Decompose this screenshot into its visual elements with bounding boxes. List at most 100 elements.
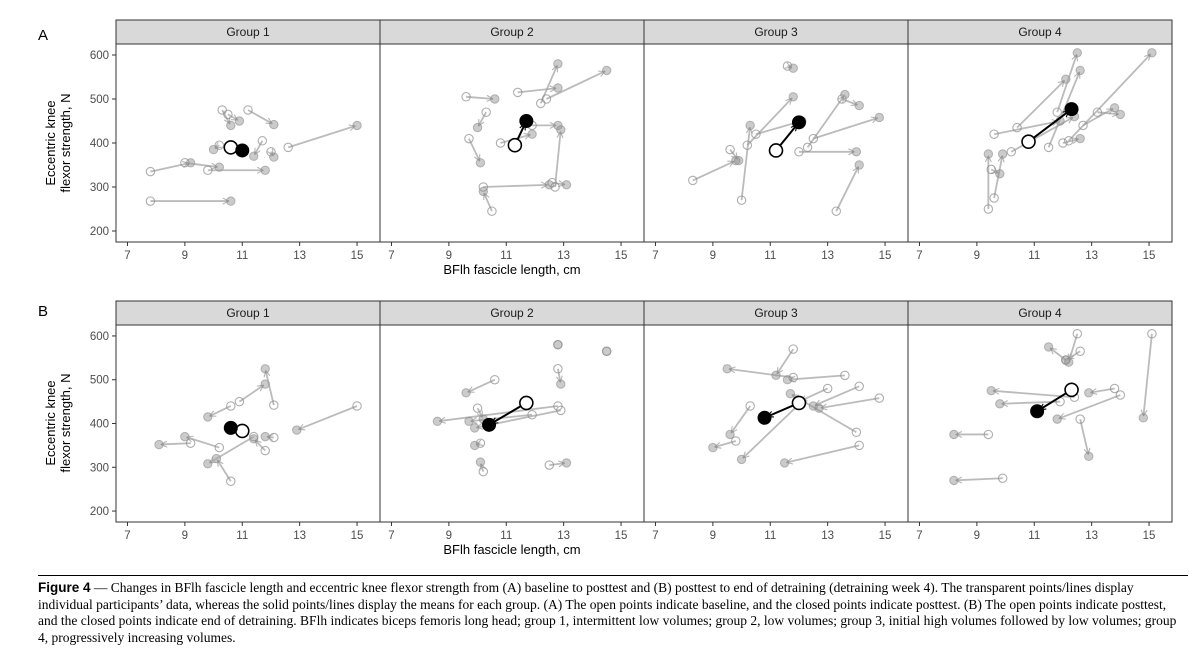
- participant-start-point: [487, 206, 497, 216]
- facet-3: Group 3 7 9 11 13 15: [643, 300, 909, 542]
- participant-end-point: [352, 120, 362, 131]
- mean-start-point: [519, 395, 534, 411]
- participant-start-point: [223, 109, 233, 120]
- participant-change-line: [483, 181, 548, 189]
- facet-strip-label: Group 1: [226, 25, 270, 39]
- y-tick-label: 500: [90, 94, 109, 106]
- facet-2: Group 2 7 9 11 13 15: [379, 19, 645, 262]
- participant-start-point: [180, 158, 190, 168]
- participant-start-point: [234, 396, 245, 407]
- participant-start-point: [802, 142, 813, 153]
- facet-plot-area: [115, 324, 381, 523]
- participant-start-point: [478, 466, 489, 477]
- participant-start-point: [352, 401, 362, 411]
- participant-end-point: [722, 364, 732, 374]
- facet-strip: [643, 300, 909, 326]
- x-tick-label: 11: [500, 250, 512, 262]
- mean-change-line: [1027, 110, 1070, 143]
- participant-start-point: [731, 436, 741, 446]
- participant-start-point: [527, 409, 537, 420]
- participant-start-point: [997, 473, 1008, 483]
- participant-start-point: [794, 147, 804, 157]
- participant-start-point: [751, 129, 761, 139]
- participant-end-point: [995, 169, 1005, 179]
- participant-end-point: [292, 425, 302, 435]
- mean-start-point: [507, 137, 523, 153]
- participant-start-point: [145, 196, 156, 206]
- participant-change-line: [692, 160, 735, 182]
- participant-change-line: [813, 116, 878, 140]
- facet-plot-area: [643, 324, 909, 523]
- x-tick-label: 13: [293, 250, 306, 262]
- participant-start-point: [1092, 107, 1103, 117]
- participant-start-point: [788, 344, 798, 354]
- participant-change-line: [483, 192, 493, 212]
- x-tick-label: 7: [652, 530, 658, 542]
- x-tick-label: 9: [446, 250, 452, 262]
- participant-end-point: [1084, 388, 1094, 398]
- participant-change-line: [546, 70, 606, 100]
- mean-start-point: [1064, 382, 1079, 398]
- facet-1: Group 1 7 9 11 13 15: [115, 19, 381, 262]
- participant-start-point: [464, 133, 474, 144]
- x-tick-label: 9: [710, 250, 716, 262]
- y-axis-title-line: flexor strength, N: [58, 94, 73, 193]
- participant-start-point: [248, 431, 259, 442]
- x-tick-label: 11: [764, 530, 776, 542]
- participant-start-point: [214, 442, 225, 453]
- participant-start-point: [556, 405, 566, 416]
- x-tick-label: 13: [293, 530, 306, 542]
- x-tick-label: 15: [615, 530, 628, 542]
- participant-end-point: [260, 431, 270, 442]
- x-tick-label: 7: [916, 530, 922, 542]
- participant-start-point: [283, 142, 293, 153]
- participant-end-point: [234, 116, 245, 126]
- participant-end-point: [553, 340, 563, 350]
- facet-strip-label: Group 3: [754, 25, 798, 39]
- participant-end-point: [464, 416, 474, 427]
- participant-end-point: [260, 364, 270, 374]
- participant-end-point: [260, 165, 270, 175]
- facet-strip: [379, 300, 645, 326]
- participant-change-line: [1010, 116, 1074, 153]
- participant-start-point: [831, 206, 842, 216]
- participant-end-point: [785, 389, 796, 399]
- y-tick-label: 500: [90, 375, 109, 387]
- participant-end-point: [154, 439, 164, 450]
- participant-start-point: [983, 204, 994, 214]
- participant-change-line: [263, 370, 275, 406]
- participant-change-line: [788, 374, 845, 383]
- participant-end-point: [949, 429, 959, 440]
- participant-end-point: [203, 459, 213, 469]
- facet-strip-label: Group 2: [490, 25, 534, 39]
- participant-change-line: [186, 435, 220, 449]
- x-tick-label: 7: [124, 250, 130, 262]
- participant-end-point: [601, 65, 612, 76]
- participant-end-point: [556, 379, 566, 389]
- participant-end-point: [854, 100, 864, 111]
- participant-start-point: [989, 129, 999, 139]
- participant-start-point: [481, 107, 491, 117]
- y-axis-title-line: flexor strength, N: [58, 374, 73, 473]
- facet-strip-label: Group 4: [1018, 25, 1062, 39]
- y-tick-label: 300: [90, 182, 109, 194]
- participant-end-point: [432, 416, 443, 427]
- participant-change-line: [785, 444, 860, 465]
- x-tick-label: 7: [388, 250, 394, 262]
- participant-end-point: [226, 120, 236, 131]
- participant-start-point: [490, 374, 500, 385]
- participant-end-point: [995, 399, 1005, 409]
- participant-change-line: [800, 387, 829, 402]
- participant-start-point: [1078, 120, 1088, 131]
- participant-end-point: [814, 403, 824, 413]
- participant-start-point: [688, 175, 698, 186]
- participant-end-point: [851, 147, 862, 157]
- y-tick-label: 200: [90, 226, 109, 238]
- x-tick-label: 13: [821, 530, 834, 542]
- facet-strip: [115, 19, 381, 45]
- participant-change-line: [814, 385, 860, 407]
- participant-end-point: [708, 442, 718, 453]
- participant-end-point: [782, 375, 793, 385]
- participant-change-line: [820, 397, 880, 411]
- y-tick-label: 600: [90, 50, 109, 62]
